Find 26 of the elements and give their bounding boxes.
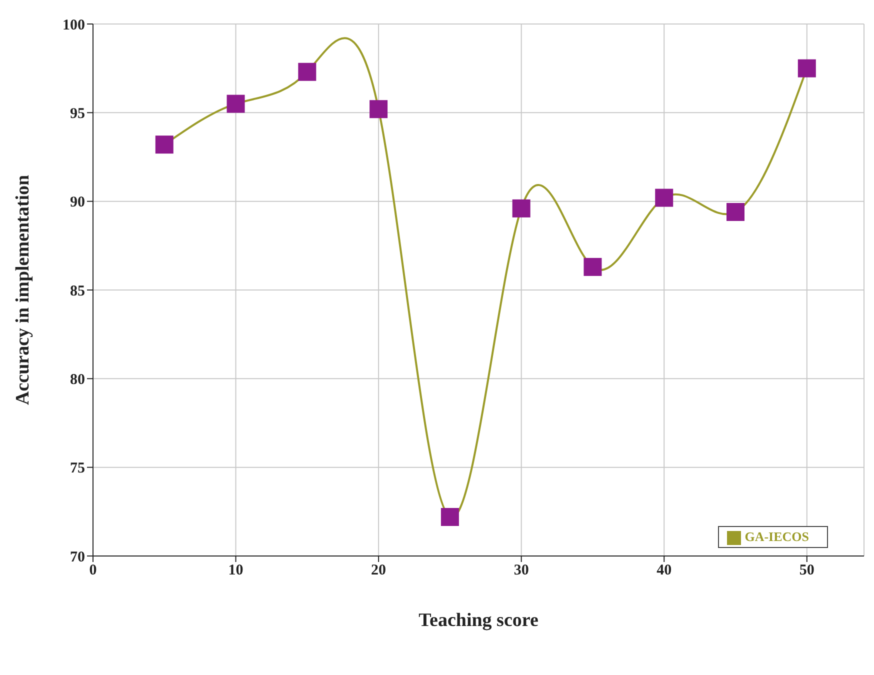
y-tick-label: 80	[70, 372, 85, 388]
point	[298, 62, 316, 81]
x-tick-label: 0	[89, 562, 97, 579]
x-axis-title: Teaching score	[418, 610, 538, 631]
x-tick-label: 10	[228, 562, 244, 579]
x-tick-label: 30	[514, 562, 529, 579]
point	[226, 94, 245, 113]
y-tick-label: 90	[70, 194, 85, 211]
legend-label: GA-IECOS	[744, 528, 809, 544]
point	[155, 136, 174, 154]
point	[512, 199, 530, 218]
point	[584, 258, 602, 276]
point	[726, 202, 744, 221]
point	[440, 508, 459, 526]
x-tick-label: 40	[656, 562, 672, 579]
y-axis-title: Accuracy in implementation	[12, 174, 34, 406]
y-tick-label: 85	[70, 283, 85, 300]
y-tick-label: 100	[62, 17, 85, 34]
x-tick-label: 20	[371, 562, 386, 579]
point	[655, 188, 674, 207]
point	[798, 59, 816, 78]
x-tick-label: 50	[799, 562, 814, 579]
y-tick-label: 70	[70, 549, 85, 566]
y-tick-label: 95	[70, 106, 85, 122]
y-tick-label: 75	[70, 460, 85, 477]
point	[370, 100, 388, 118]
